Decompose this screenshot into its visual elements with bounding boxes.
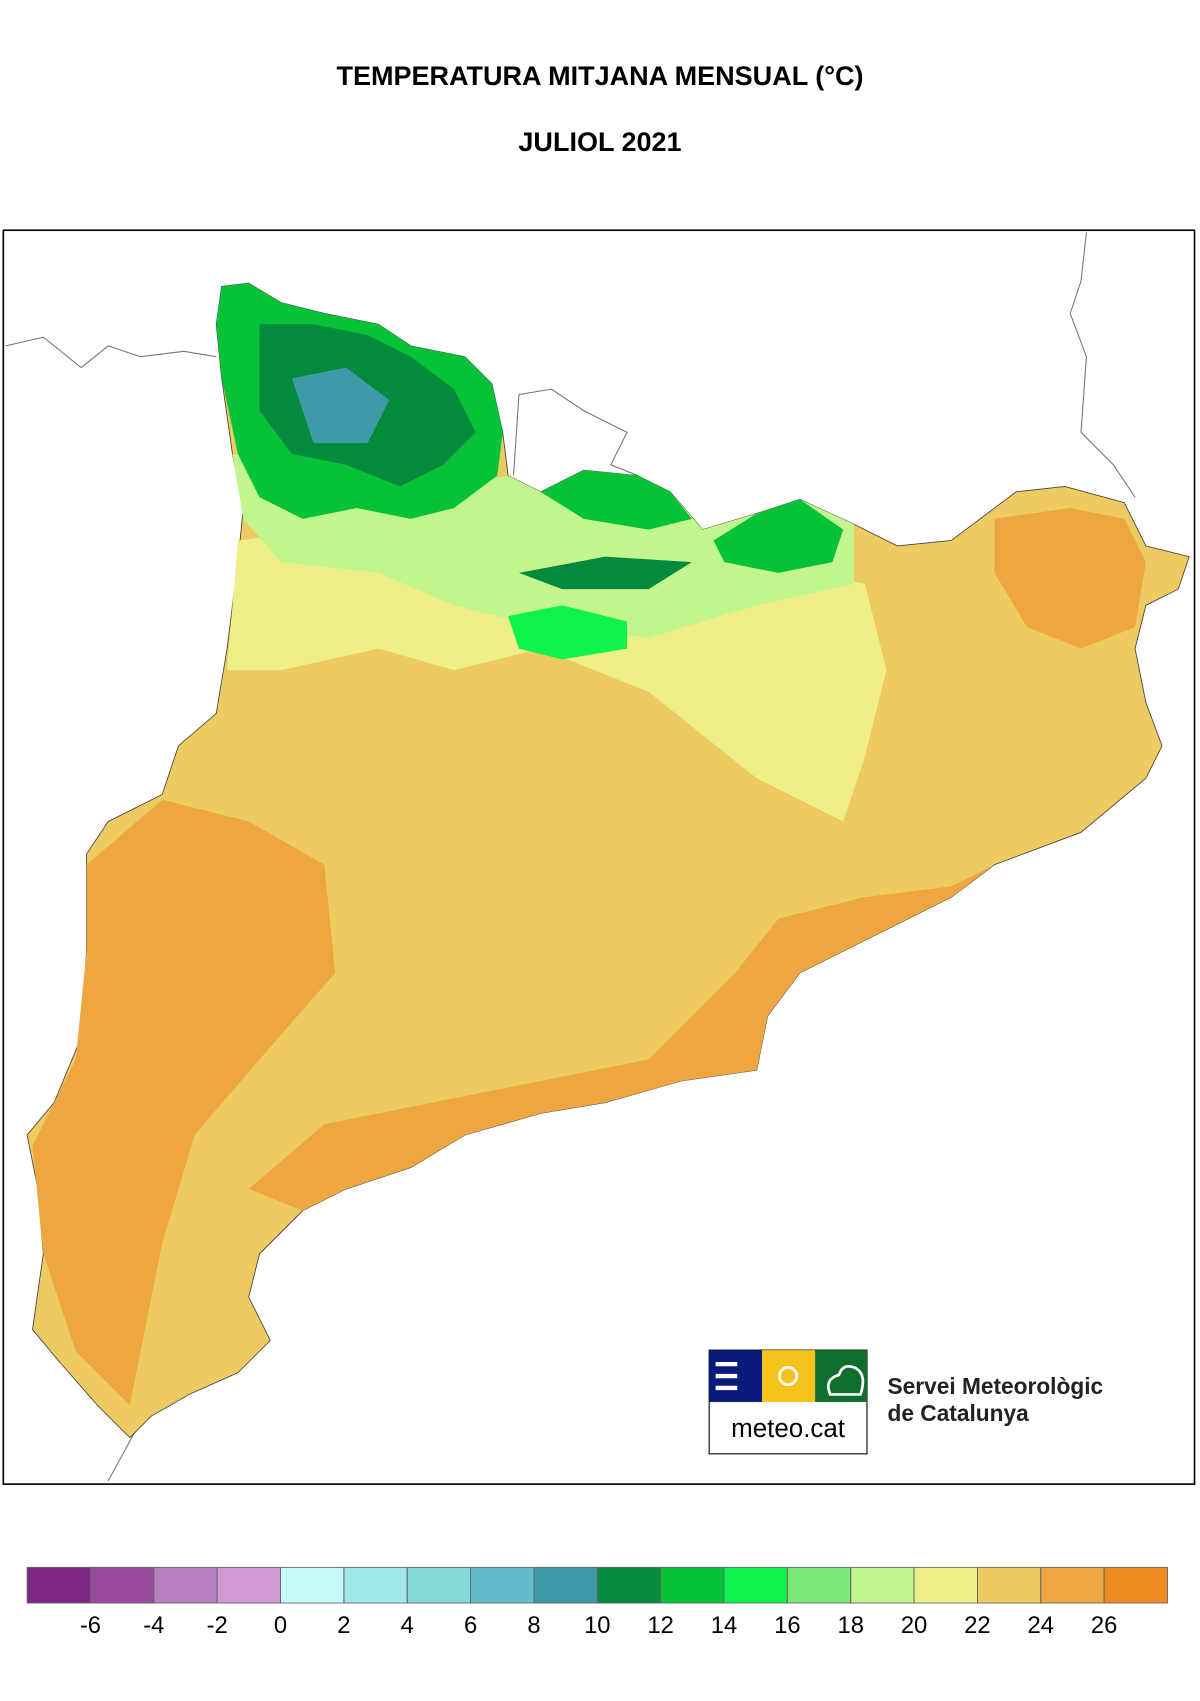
legend-swatch [1103, 1566, 1168, 1604]
legend-swatch [976, 1566, 1042, 1604]
border-line [512, 388, 639, 477]
legend-tick-label: 16 [774, 1612, 800, 1639]
logo-org: Servei Meteorològic [888, 1373, 1104, 1399]
legend-tick-label: 22 [964, 1612, 990, 1639]
legend-swatch [533, 1566, 598, 1604]
legend-swatch [913, 1566, 978, 1604]
mountain-zone [540, 470, 692, 530]
warm-zone [248, 864, 995, 1211]
warm-zone [32, 799, 336, 1406]
legend-swatch [470, 1566, 535, 1604]
warm-zone [994, 508, 1146, 649]
legend-swatch [153, 1566, 218, 1604]
legend-swatch [406, 1566, 472, 1604]
legend-tick-label: 6 [464, 1612, 477, 1639]
legend-tick-label: 24 [1028, 1612, 1054, 1639]
legend-swatch [26, 1566, 91, 1604]
legend-tick-label: 0 [274, 1612, 287, 1639]
legend-swatch [280, 1566, 345, 1604]
legend-swatch [660, 1566, 725, 1604]
logo-tile [762, 1350, 816, 1402]
legend-swatch [90, 1566, 155, 1604]
logo-org: de Catalunya [888, 1400, 1030, 1426]
mountain-peak [518, 556, 692, 590]
legend-tick-label: -6 [80, 1612, 101, 1639]
legend-tick-label: 10 [584, 1612, 610, 1639]
legend-swatch [1040, 1566, 1105, 1604]
legend-swatch [216, 1566, 281, 1604]
legend-tick-label: 8 [527, 1612, 540, 1639]
mountain-peak [291, 367, 390, 444]
legend-tick-label: -4 [143, 1612, 164, 1639]
border-line [1069, 232, 1136, 498]
logo-icon [778, 1366, 799, 1387]
logo-site: meteo.cat [731, 1415, 846, 1443]
legend-tick-label: 2 [337, 1612, 350, 1639]
mountain-zone [508, 605, 628, 660]
logo-icon [715, 1361, 738, 1391]
legend-tick-label: 14 [711, 1612, 737, 1639]
legend-swatch [786, 1566, 852, 1604]
map [2, 229, 1196, 1485]
legend-tick-label: 4 [401, 1612, 414, 1639]
border-line [5, 336, 217, 369]
title: TEMPERATURA MITJANA MENSUAL (°C) [336, 61, 863, 91]
legend-tick-label: 12 [647, 1612, 673, 1639]
mountain-zone [713, 499, 844, 573]
legend-swatch [723, 1566, 788, 1604]
legend-tick-label: -2 [207, 1612, 228, 1639]
legend-tick-label: 26 [1091, 1612, 1117, 1639]
legend-swatch [850, 1566, 915, 1604]
legend-tick-label: 20 [901, 1612, 927, 1639]
legend-swatch [343, 1566, 408, 1604]
subtitle: JULIOL 2021 [518, 127, 681, 157]
logo-icon [826, 1364, 865, 1396]
legend: -6 -4 -2 0 2 4 6 8 10 12 14 16 18 20 22 24 26 [26, 1566, 1168, 1639]
logo: meteo.cat Servei Meteorològic de Catalun… [708, 1349, 1104, 1455]
legend-swatch [596, 1566, 662, 1604]
legend-tick-label: 18 [838, 1612, 864, 1639]
